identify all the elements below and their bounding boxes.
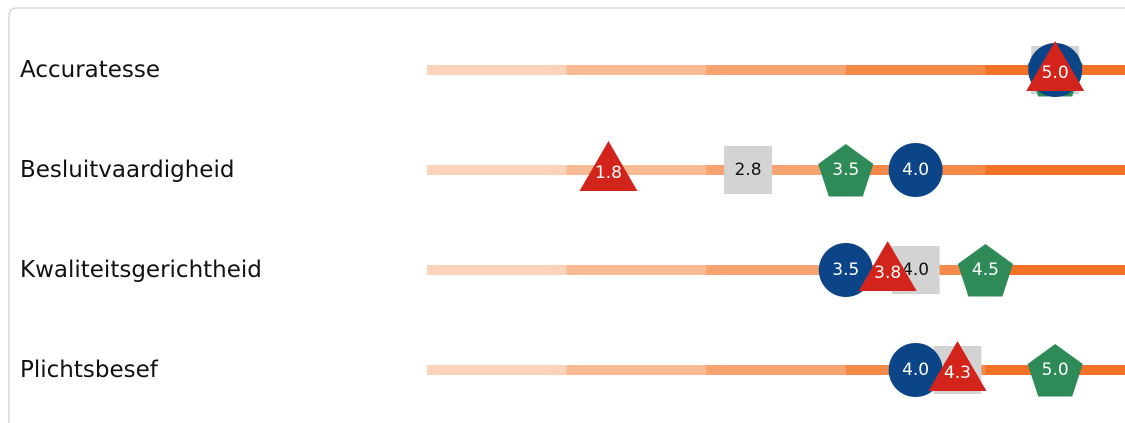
scale-segment <box>985 165 1125 175</box>
triangle-label: 4.3 <box>944 363 971 383</box>
scale-segment <box>566 165 707 175</box>
scale-segment <box>706 65 847 75</box>
row-label: Plichtsbesef <box>20 357 159 383</box>
triangle-marker <box>928 341 987 391</box>
scale-segment <box>427 65 568 75</box>
pentagon-label: 4.5 <box>972 260 999 280</box>
pentagon-marker <box>818 144 874 197</box>
scale-segment <box>985 265 1125 275</box>
circle-marker <box>818 243 873 297</box>
circle-label: 4.0 <box>902 160 929 180</box>
pentagon-marker <box>1027 344 1083 397</box>
pentagon-marker <box>957 244 1013 297</box>
square-label: 2.8 <box>735 160 762 180</box>
scale-segment <box>706 365 847 375</box>
scale-segment <box>427 165 568 175</box>
triangle-label: 5.0 <box>1042 63 1069 83</box>
scale-segment <box>845 65 986 75</box>
scale-segment <box>427 365 568 375</box>
circle-label: 3.5 <box>832 260 859 280</box>
row-label: Besluitvaardigheid <box>20 157 234 183</box>
circle-marker <box>888 343 943 397</box>
square-marker <box>724 146 773 194</box>
pentagon-label: 5.0 <box>1042 360 1069 380</box>
row-label: Kwaliteitsgerichtheid <box>20 257 262 283</box>
triangle-marker <box>1026 41 1085 91</box>
scale-segment <box>706 265 847 275</box>
scale-segment <box>427 265 568 275</box>
circle-marker <box>888 143 943 197</box>
scale-segment <box>566 365 707 375</box>
scale-segment <box>566 265 707 275</box>
triangle-marker <box>858 241 917 291</box>
triangle-label: 3.8 <box>874 263 901 283</box>
triangle-label: 1.8 <box>595 163 622 183</box>
row-label: Accuratesse <box>20 57 160 83</box>
circle-label: 4.0 <box>902 360 929 380</box>
scale-segment <box>706 165 847 175</box>
square-label: 4.0 <box>902 260 929 280</box>
triangle-marker <box>579 141 638 191</box>
scale-segment <box>566 65 707 75</box>
pentagon-label: 3.5 <box>832 160 859 180</box>
card-border <box>8 7 1125 423</box>
